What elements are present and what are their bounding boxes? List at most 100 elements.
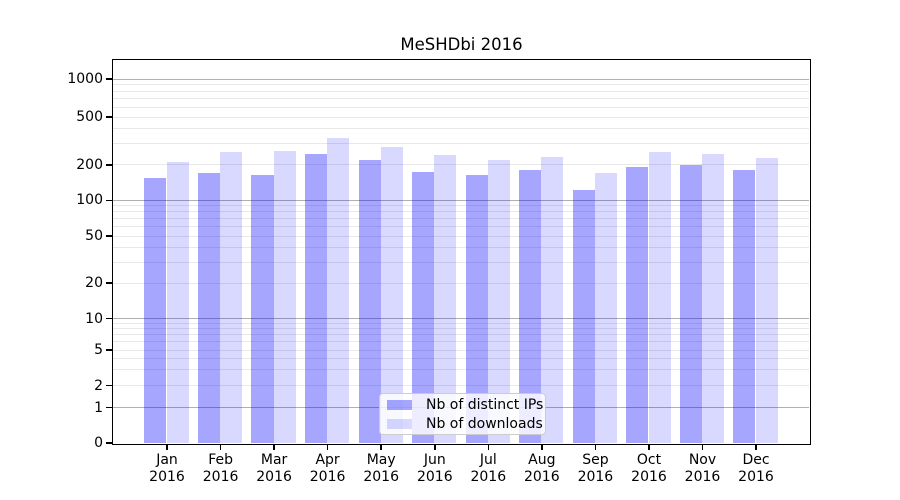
y-tick-label-2: 2 (94, 377, 103, 394)
legend-row: Nb of distinct IPs (387, 397, 543, 413)
gridline-100 (113, 199, 809, 201)
gridline-6 (113, 341, 809, 343)
x-tick-label-apr: Apr 2016 (309, 452, 346, 485)
legend: Nb of distinct IPs Nb of downloads (379, 393, 546, 435)
bar-dec-distinct-ips (733, 170, 756, 443)
gridline-30 (113, 261, 809, 263)
bar-jan-distinct-ips (144, 177, 167, 443)
x-tick-label-may: May 2016 (363, 452, 399, 485)
bar-may-downloads (380, 146, 403, 443)
x-tick-mark (166, 445, 168, 450)
gridline-7 (113, 334, 809, 336)
gridline-2 (113, 385, 809, 387)
bar-dec-downloads (755, 157, 778, 443)
gridline-1000 (113, 78, 809, 80)
bar-jul-downloads (487, 160, 510, 443)
legend-row: Nb of downloads (387, 416, 543, 432)
x-tick-mark (541, 445, 543, 450)
legend-swatch-distinct-ips (387, 399, 412, 410)
chart-title: MeSHDbi 2016 (400, 35, 523, 54)
gridline-60 (113, 226, 809, 228)
gridline-80 (113, 211, 809, 213)
x-tick-mark (755, 445, 757, 450)
x-tick-mark (701, 445, 704, 450)
bar-nov-downloads (702, 153, 725, 443)
x-tick-mark (648, 445, 650, 450)
gridline-200 (113, 164, 809, 166)
gridline-20 (113, 282, 809, 284)
y-tick-mark (106, 406, 112, 409)
gridline-10 (113, 318, 809, 320)
y-tick-label-1: 1 (94, 399, 103, 416)
gridline-50 (113, 235, 809, 237)
gridline-3 (113, 369, 809, 371)
gridline-90 (113, 205, 809, 207)
x-tick-label-oct: Oct 2016 (631, 452, 667, 485)
gridline-500 (113, 116, 809, 118)
plot-area: Nb of distinct IPs Nb of downloads (112, 59, 811, 445)
y-tick-label-0: 0 (94, 435, 103, 451)
y-tick-mark (106, 199, 112, 202)
x-tick-label-mar: Mar 2016 (256, 452, 292, 485)
bar-mar-distinct-ips (251, 175, 274, 443)
legend-label-downloads: Nb of downloads (426, 415, 543, 432)
x-tick-mark (273, 445, 275, 450)
bar-nov-distinct-ips (679, 165, 702, 443)
y-tick-label-10: 10 (85, 310, 103, 327)
x-tick-mark (326, 445, 329, 450)
x-tick-mark (594, 445, 597, 450)
x-tick-mark (219, 445, 222, 450)
x-tick-mark (487, 445, 489, 450)
x-tick-label-sep: Sep 2016 (577, 452, 614, 485)
bar-apr-downloads (327, 138, 350, 443)
bar-jun-downloads (434, 154, 457, 443)
y-tick-label-200: 200 (76, 156, 103, 173)
gridline-9 (113, 322, 809, 324)
y-tick-mark (106, 235, 112, 237)
y-tick-label-1000: 1000 (67, 71, 103, 87)
y-tick-label-50: 50 (85, 228, 103, 244)
y-tick-label-5: 5 (94, 342, 103, 358)
bar-jul-distinct-ips (465, 175, 488, 443)
bar-sep-distinct-ips (572, 189, 595, 443)
bar-aug-downloads (541, 157, 564, 443)
legend-swatch-downloads (387, 418, 412, 429)
x-tick-label-jan: Jan 2016 (149, 452, 185, 485)
y-tick-mark (106, 442, 112, 444)
x-tick-label-dec: Dec 2016 (738, 452, 774, 485)
y-tick-label-100: 100 (76, 192, 103, 209)
bar-feb-downloads (220, 151, 243, 443)
bar-apr-distinct-ips (304, 153, 328, 443)
gridline-300 (113, 143, 809, 145)
bar-mar-downloads (273, 151, 296, 443)
bar-jan-downloads (166, 161, 189, 443)
gridline-400 (113, 128, 809, 130)
y-tick-mark (106, 116, 112, 118)
bar-may-distinct-ips (358, 159, 381, 443)
gridline-800 (113, 90, 809, 92)
gridline-700 (113, 98, 809, 100)
gridline-8 (113, 328, 809, 330)
y-tick-mark (106, 384, 112, 387)
x-tick-label-aug: Aug 2016 (523, 452, 560, 485)
y-tick-mark (106, 317, 112, 320)
bar-feb-distinct-ips (197, 173, 220, 443)
y-tick-mark (106, 78, 112, 80)
x-tick-mark (434, 445, 436, 450)
gridline-5 (113, 349, 809, 351)
legend-label-distinct-ips: Nb of distinct IPs (426, 396, 544, 413)
gridline-900 (113, 84, 809, 86)
gridline-4 (113, 358, 809, 360)
x-tick-label-jun: Jun 2016 (416, 452, 453, 485)
bar-aug-distinct-ips (519, 169, 542, 443)
bar-oct-downloads (648, 151, 671, 443)
y-tick-label-20: 20 (85, 275, 103, 291)
gridline-40 (113, 246, 809, 248)
x-tick-label-nov: Nov 2016 (684, 452, 721, 485)
gridline-70 (113, 218, 809, 220)
x-tick-label-feb: Feb 2016 (202, 452, 239, 485)
x-tick-label-jul: Jul 2016 (470, 452, 507, 485)
y-tick-mark (106, 282, 112, 284)
bar-jun-distinct-ips (412, 171, 435, 443)
